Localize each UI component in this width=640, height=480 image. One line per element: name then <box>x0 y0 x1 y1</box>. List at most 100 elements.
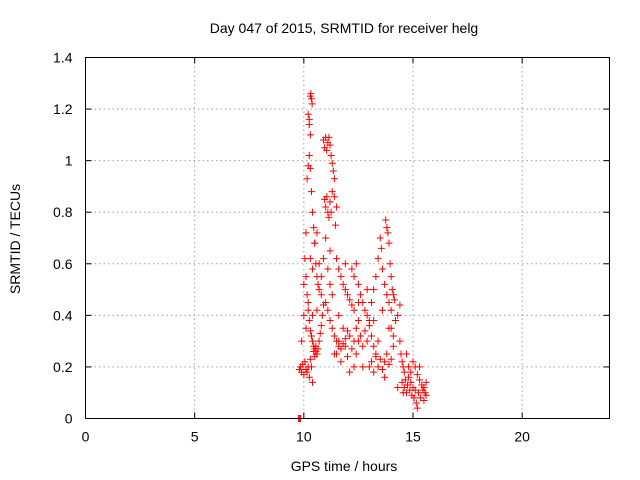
data-point <box>317 322 325 330</box>
data-point <box>381 373 389 381</box>
data-point <box>385 324 393 332</box>
data-point <box>316 329 324 337</box>
data-point <box>305 115 313 123</box>
data-point <box>412 399 420 407</box>
data-point <box>324 306 332 314</box>
data-point <box>413 371 421 379</box>
data-point <box>361 306 369 314</box>
data-point <box>313 350 321 358</box>
data-point <box>361 327 369 335</box>
data-point <box>302 324 310 332</box>
data-point <box>309 265 317 273</box>
x-axis-label: GPS time / hours <box>291 458 398 474</box>
data-point <box>394 384 402 392</box>
data-point <box>405 373 413 381</box>
x-tick-label: 5 <box>191 429 199 445</box>
data-point <box>389 332 397 340</box>
data-point <box>330 332 338 340</box>
data-point <box>368 298 376 306</box>
data-point <box>323 146 331 154</box>
data-point <box>354 337 362 345</box>
data-point <box>374 363 382 371</box>
data-point <box>359 342 367 350</box>
data-point <box>303 175 311 183</box>
data-point <box>341 335 349 343</box>
data-point <box>357 291 365 299</box>
data-point <box>305 373 313 381</box>
data-point <box>326 280 334 288</box>
data-point <box>322 203 330 211</box>
y-tick-label: 0.2 <box>53 359 73 375</box>
data-point <box>325 133 333 141</box>
data-point <box>337 345 345 353</box>
data-point <box>304 298 312 306</box>
data-point <box>410 394 418 402</box>
data-point <box>306 255 314 263</box>
data-point <box>387 273 395 281</box>
data-point <box>315 286 323 294</box>
data-point <box>389 342 397 350</box>
data-point <box>313 306 321 314</box>
data-point <box>422 378 430 386</box>
data-point <box>385 298 393 306</box>
data-point <box>300 311 308 319</box>
data-point <box>333 255 341 263</box>
data-point <box>306 164 314 172</box>
data-point <box>354 298 362 306</box>
data-point <box>333 203 341 211</box>
data-point <box>306 131 314 139</box>
data-point <box>344 353 351 361</box>
data-point <box>385 360 393 368</box>
data-point <box>370 342 378 350</box>
data-point <box>309 378 317 386</box>
data-point <box>300 280 308 288</box>
data-point <box>309 311 317 319</box>
data-point <box>407 378 415 386</box>
data-point <box>317 273 325 281</box>
data-point <box>335 311 343 319</box>
data-point <box>394 311 402 319</box>
data-point <box>419 386 427 394</box>
data-point <box>304 110 312 118</box>
data-point <box>370 368 378 376</box>
y-tick-label: 1.4 <box>53 50 73 66</box>
data-point <box>323 193 331 201</box>
data-point <box>318 311 326 319</box>
data-point <box>314 280 322 288</box>
data-point <box>305 151 313 159</box>
data-point <box>330 175 338 183</box>
data-point <box>354 317 362 325</box>
data-point <box>352 260 360 268</box>
y-tick-label: 1 <box>65 153 73 169</box>
gridlines <box>85 57 610 419</box>
y-tick-label: 0 <box>65 411 73 427</box>
chart-title: Day 047 of 2015, SRMTID for receiver hel… <box>210 20 478 36</box>
x-tick-label: 10 <box>296 429 312 445</box>
data-point <box>348 301 356 309</box>
data-point <box>352 324 360 332</box>
data-point <box>310 224 318 232</box>
data-point <box>307 363 315 371</box>
data-point <box>363 337 371 345</box>
data-point <box>363 311 371 319</box>
data-point <box>327 151 335 159</box>
data-point <box>326 141 334 149</box>
data-point <box>409 358 417 366</box>
data-point <box>346 368 354 376</box>
data-point <box>372 273 380 281</box>
data-point <box>305 317 313 325</box>
data-point <box>359 363 367 371</box>
data-point <box>298 337 306 345</box>
data-point <box>374 337 382 345</box>
data-point <box>381 280 389 288</box>
data-point <box>368 332 376 340</box>
x-tick-label: 20 <box>514 429 530 445</box>
data-point <box>390 296 398 304</box>
data-point <box>337 358 345 366</box>
data-point <box>309 337 317 345</box>
data-point <box>400 368 408 376</box>
data-point <box>387 306 395 314</box>
data-point <box>385 239 393 247</box>
data-point <box>348 345 356 353</box>
data-point <box>365 363 373 371</box>
